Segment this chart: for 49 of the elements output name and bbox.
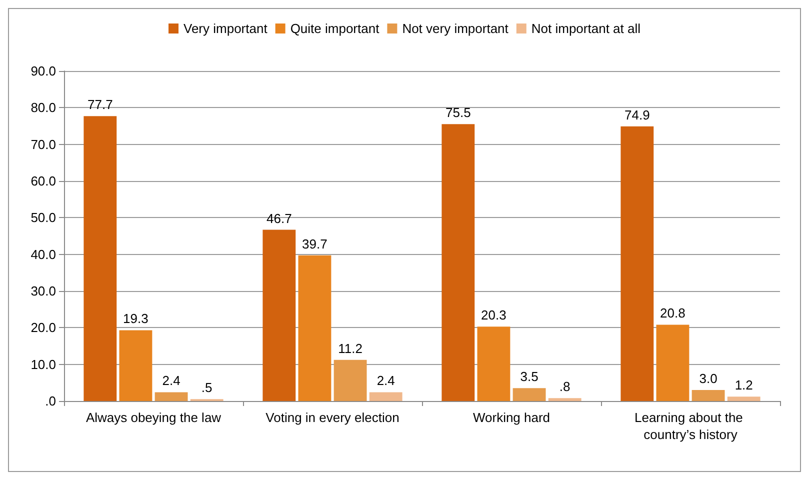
x-tick-label: Learning about the country’s history (634, 410, 747, 442)
data-label: 20.8 (660, 306, 686, 321)
data-label: 46.7 (266, 210, 292, 226)
y-tick-label: 80.0 (30, 100, 56, 116)
y-tick-label: 40.0 (30, 246, 56, 262)
data-label: 1.2 (734, 378, 753, 393)
data-label: 3.0 (699, 371, 718, 386)
data-label: 11.2 (338, 340, 362, 356)
data-label: 20.3 (481, 308, 506, 323)
bar (369, 392, 402, 401)
bar (727, 396, 760, 401)
data-label: 39.7 (302, 236, 328, 252)
bar (298, 255, 332, 401)
bar (119, 330, 152, 401)
data-label: 19.3 (123, 311, 148, 326)
y-tick-label: 90.0 (30, 64, 56, 78)
data-label: 74.9 (624, 107, 650, 122)
bar (334, 360, 367, 401)
x-tick-label: Voting in every election (266, 410, 400, 425)
bar (442, 124, 475, 401)
bar (154, 392, 188, 401)
data-label: 3.5 (520, 369, 538, 384)
bar (512, 388, 546, 401)
data-label: .5 (201, 380, 212, 396)
x-tick-label: Working hard (472, 410, 550, 425)
bar (692, 390, 725, 401)
x-tick-label: Always obeying the law (86, 410, 222, 425)
y-tick-label: .0 (45, 394, 56, 408)
bar (262, 230, 296, 401)
y-tick-label: 10.0 (30, 356, 56, 372)
data-label: 75.5 (446, 105, 471, 120)
y-tick-label: 20.0 (30, 320, 56, 336)
legend-label: Not very important (402, 21, 509, 36)
y-tick-label: 30.0 (30, 284, 56, 298)
data-label: 2.4 (162, 373, 180, 388)
bar (84, 116, 117, 401)
y-tick-label: 50.0 (30, 210, 56, 226)
data-label: 2.4 (376, 373, 395, 388)
legend-label: Very important (184, 21, 268, 36)
bar (656, 324, 690, 401)
y-tick-label: 70.0 (30, 136, 56, 152)
data-label: .8 (559, 379, 570, 394)
bar (620, 126, 654, 401)
data-label: 77.7 (88, 97, 113, 112)
legend-label: Quite important (290, 21, 380, 36)
bar (477, 326, 510, 401)
y-tick-label: 60.0 (30, 174, 56, 188)
legend-label: Not important at all (531, 21, 641, 36)
bar (548, 398, 582, 401)
